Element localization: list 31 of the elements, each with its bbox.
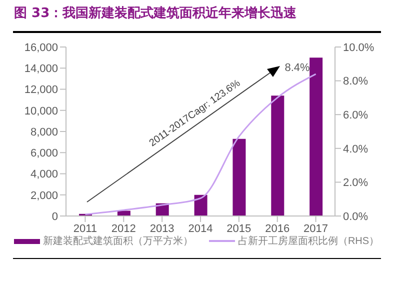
y2-tick-label: 6.0%	[343, 110, 368, 122]
y-tick-label: 6,000	[30, 148, 58, 160]
x-tick-label: 2011	[73, 222, 98, 235]
x-tick-label: 2016	[265, 222, 290, 235]
bar	[232, 138, 246, 216]
y-tick-label: 12,000	[24, 84, 58, 96]
y-tick-label: 4,000	[30, 168, 58, 181]
x-tick-label: 2015	[226, 222, 252, 235]
y2-tick-label: 10.0%	[343, 42, 374, 54]
x-tick-label: 2013	[150, 222, 174, 235]
y-tick-label: 0	[52, 210, 58, 223]
y-tick-label: 14,000	[24, 63, 58, 76]
bar	[310, 58, 323, 216]
y-tick-label: 10,000	[24, 105, 58, 118]
y2-tick-label: 0.0%	[343, 210, 368, 223]
legend-label: 占新开工房屋面积比例（RHS）	[238, 234, 380, 248]
x-tick-label: 2014	[188, 222, 213, 235]
y-tick-label: 2,000	[30, 190, 58, 202]
y-tick-label: 8,000	[30, 126, 58, 138]
bar	[194, 194, 208, 216]
x-tick-label: 2017	[304, 222, 328, 235]
data-label: 8.4%	[284, 62, 310, 74]
x-tick-label: 2012	[111, 222, 136, 235]
y2-tick-label: 8.0%	[343, 76, 368, 88]
bar	[271, 96, 284, 216]
chart-title: 图 33：我国新建装配式建筑面积近年来增长迅速	[14, 4, 297, 22]
line-series	[84, 73, 317, 216]
y2-tick-label: 2.0%	[343, 177, 368, 190]
legend-label: 新建装配式建筑面积（万平方米）	[42, 234, 193, 248]
y2-tick-label: 4.0%	[343, 143, 368, 156]
y-tick-label: 16,000	[24, 42, 58, 54]
